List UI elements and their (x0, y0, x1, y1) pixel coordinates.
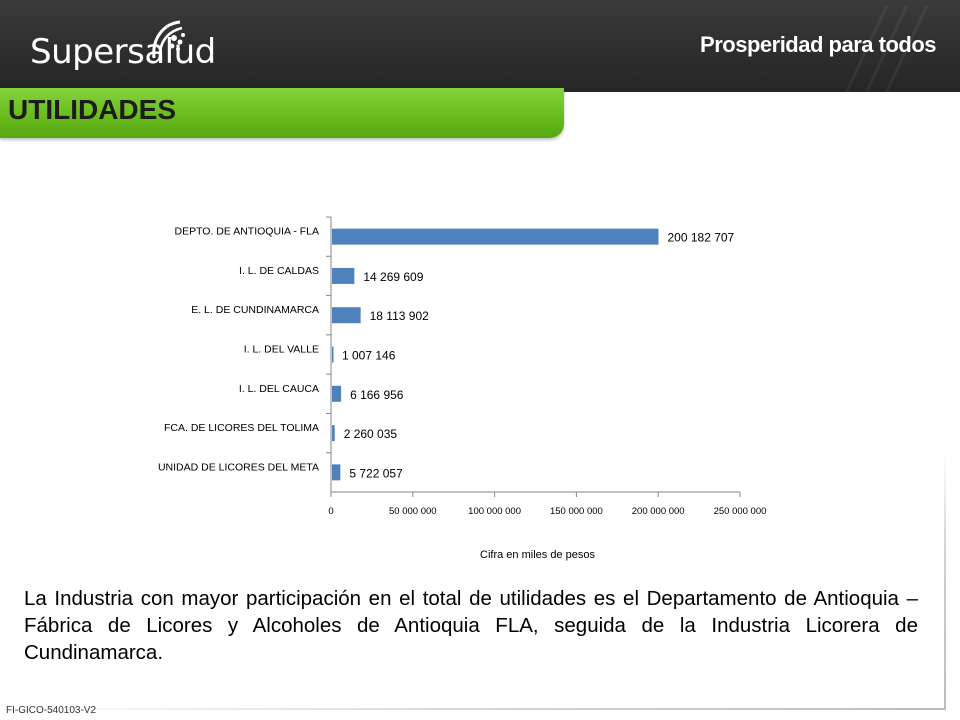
x-tick-label: 100 000 000 (468, 506, 521, 517)
data-label: 6 166 956 (350, 388, 404, 402)
x-axis-title: Cifra en miles de pesos (480, 549, 595, 561)
data-label: 200 182 707 (667, 231, 734, 245)
x-tick-label: 250 000 000 (714, 506, 767, 517)
x-tick-label: 50 000 000 (389, 506, 437, 517)
x-tick-label: 150 000 000 (550, 506, 603, 517)
brand-logo-icon (152, 20, 185, 59)
data-label: 5 722 057 (349, 466, 403, 480)
bar (332, 385, 342, 402)
title-bar: UTILIDADES (0, 88, 564, 138)
header-bar: Supersalud Prosperidad para todos (0, 0, 960, 92)
category-label: FCA. DE LICORES DEL TOLIMA (164, 422, 319, 434)
body-text: La Industria con mayor participación en … (24, 587, 918, 664)
slogan: Prosperidad para todos (700, 32, 936, 57)
category-label: UNIDAD DE LICORES DEL META (158, 461, 319, 473)
bar (332, 307, 361, 324)
page-title: UTILIDADES (8, 94, 176, 125)
category-label: I. L. DE CALDAS (239, 265, 319, 277)
category-label: DEPTO. DE ANTIOQUIA - FLA (174, 226, 319, 238)
data-label: 14 269 609 (363, 270, 423, 284)
x-tick-label: 0 (328, 506, 333, 517)
bar (332, 346, 334, 363)
brand-logo-text: Supersalud (30, 32, 216, 72)
bar (332, 464, 341, 481)
x-tick-label: 200 000 000 (632, 506, 685, 517)
data-label: 2 260 035 (344, 427, 398, 441)
category-label: I. L. DEL VALLE (244, 344, 319, 356)
category-label: E. L. DE CUNDINAMARCA (191, 304, 319, 316)
bar (332, 267, 355, 284)
category-label: I. L. DEL CAUCA (239, 383, 319, 395)
bar-chart: DEPTO. DE ANTIOQUIA - FLA 200 182 707 I. L… (158, 216, 767, 561)
bar (332, 425, 335, 442)
bar (332, 228, 659, 245)
decorative-border-right (944, 450, 946, 708)
data-label: 18 113 902 (370, 309, 429, 323)
data-label: 1 007 146 (342, 349, 396, 363)
decorative-border-bottom (0, 708, 946, 710)
document-code: FI-GICO-540103-V2 (6, 705, 97, 716)
